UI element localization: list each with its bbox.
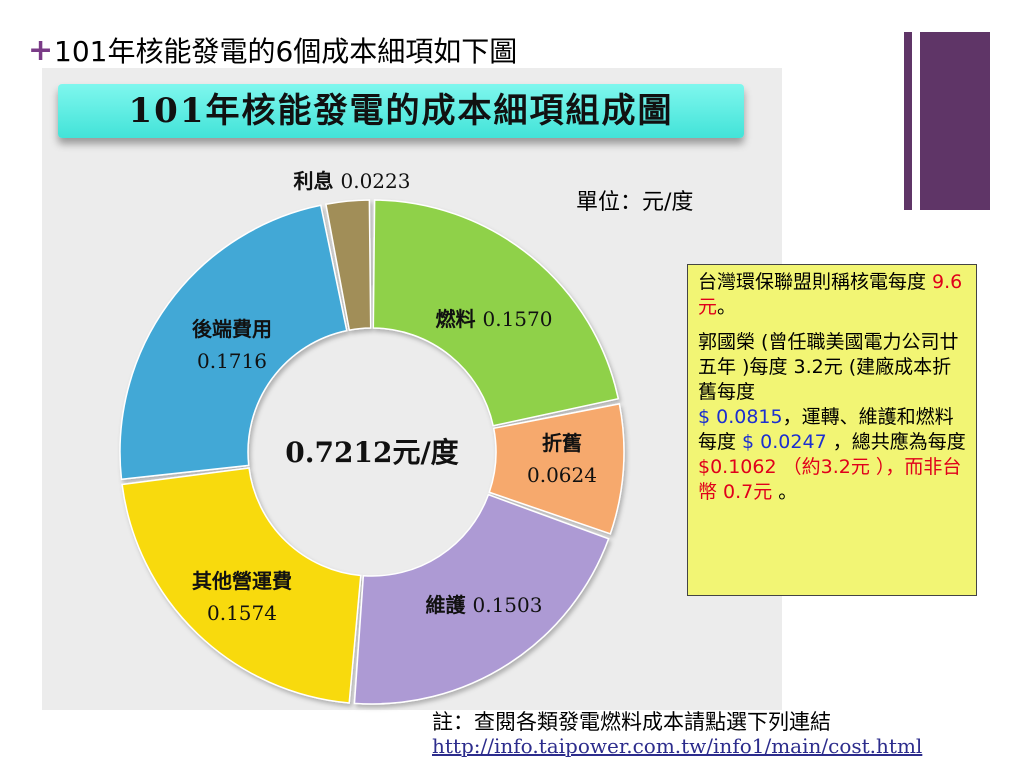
slice-label-3: 維護 0.1503 <box>426 593 543 617</box>
slice-label-2: 折舊 0.0624 <box>527 431 597 487</box>
chart-title: 101年核能發電的成本細項組成圖 <box>128 91 674 131</box>
unit-label: 單位：元/度 <box>576 190 694 215</box>
cost-link[interactable]: http://info.taipower.com.tw/info1/main/c… <box>432 734 923 758</box>
note-box: 台灣環保聯盟則稱核電每度 9.6元。 郭國榮 (曾任職美國電力公司廿五年 )每度… <box>687 264 977 596</box>
slice-label-5: 後端費用 0.1716 <box>192 317 272 373</box>
slice-label-6: 利息 0.0223 <box>294 169 411 193</box>
plus-icon: + <box>28 33 54 68</box>
chart-title-banner: 101年核能發電的成本細項組成圖 <box>58 84 744 138</box>
note-paragraph-2: 郭國榮 (曾任職美國電力公司廿五年 )每度 3.2元 (建廠成本折舊每度 $ 0.… <box>698 331 966 503</box>
donut-slice-3 <box>353 493 610 705</box>
donut-slice-5 <box>119 204 348 481</box>
donut-slice-1 <box>372 199 620 427</box>
donut-slice-2 <box>488 402 625 535</box>
decor-bar-thin <box>904 32 912 210</box>
footnote: 註：查閱各類發電燃料成本請點選下列連結 <box>432 710 831 734</box>
slide-title: 101年核能發電的6個成本細項如下圖 <box>54 35 518 68</box>
slice-label-4: 其他營運費 0.1574 <box>192 569 292 625</box>
slice-label-1: 燃料 0.1570 <box>436 307 553 331</box>
donut-slice-6 <box>325 199 372 331</box>
note-paragraph-1: 台灣環保聯盟則稱核電每度 9.6元。 <box>698 271 963 318</box>
center-total-label: 0.7212元/度 <box>285 436 458 469</box>
decor-bar-thick <box>920 32 990 210</box>
donut-slice-4 <box>121 467 362 704</box>
